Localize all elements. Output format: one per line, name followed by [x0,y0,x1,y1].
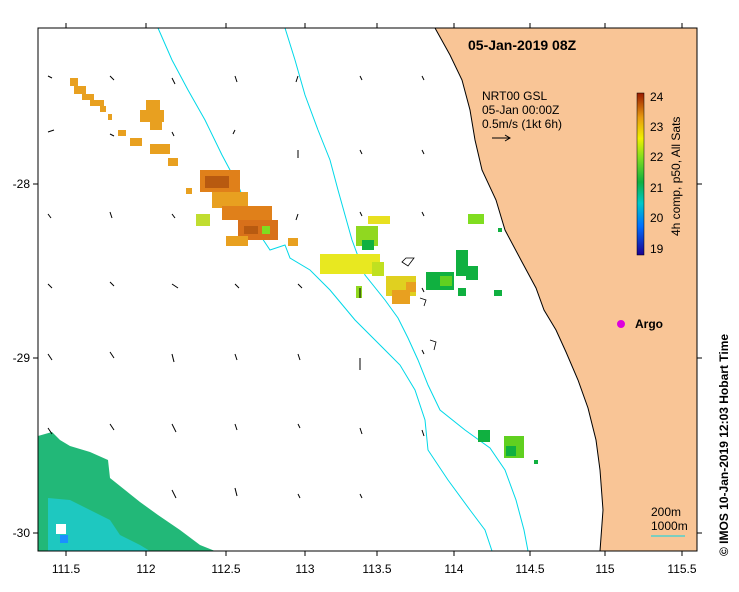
sst-patch-southwest-cool [48,498,150,551]
lat-tick-label: -29 [13,351,31,365]
sst-pixel [60,535,68,543]
lon-tick-label: 113.5 [362,562,391,576]
colorbar-tick-label: 20 [650,211,664,225]
reference-vector-arrow [492,134,511,142]
colorbar-ticks: 24 23 22 21 20 19 [650,90,664,256]
lon-tick-label: 112 [136,562,155,576]
colorbar-tick-label: 24 [650,90,664,104]
sst-patch-yellow-central [320,216,416,304]
sst-patch-green-east [426,214,538,464]
plot-frame [37,27,698,552]
map-title: 05-Jan-2019 08Z [468,37,577,53]
colorbar-tick-label: 22 [650,150,664,164]
lon-tick-label: 114 [444,562,463,576]
lon-tick-label: 111.5 [52,562,81,576]
lon-tick-label: 115.5 [667,562,696,576]
colorbar-tick-label: 19 [650,242,664,256]
colorbar-label: 4h comp, p50, All Sats [669,117,683,236]
colorbar-tick-label: 21 [650,181,664,195]
isobath-200m [284,28,529,551]
scale-label-1000m: 1000m [651,519,688,533]
lat-tick-label: -30 [13,526,31,540]
isobath-1000m [157,28,493,551]
sst-patch-orange-nw [70,78,192,194]
current-vectors [47,75,425,499]
scale-label-200m: 200m [651,505,681,519]
lon-tick-label: 113 [295,562,314,576]
info-line-source: NRT00 GSL [482,89,547,103]
lon-tick-label: 115 [595,562,614,576]
land-mass [434,28,697,551]
info-line-date: 05-Jan 00:00Z [482,103,559,117]
colorbar-tick-label: 23 [650,120,664,134]
lon-tick-label: 114.5 [515,562,544,576]
sst-pixel [56,524,66,534]
colorbar [636,92,645,256]
lon-tick-label: 112.5 [211,562,240,576]
lon-axis [65,23,683,556]
argo-marker [617,320,625,328]
info-line-scale: 0.5m/s (1kt 6h) [482,117,562,131]
island-outline [419,297,437,351]
sst-patch-orange-central [196,170,298,246]
lat-tick-label: -28 [13,177,31,191]
lat-axis [33,183,702,534]
argo-label: Argo [635,317,663,331]
credit-text: © IMOS 10-Jan-2019 12:03 Hobart Time [717,334,731,556]
island-outline [401,257,415,267]
